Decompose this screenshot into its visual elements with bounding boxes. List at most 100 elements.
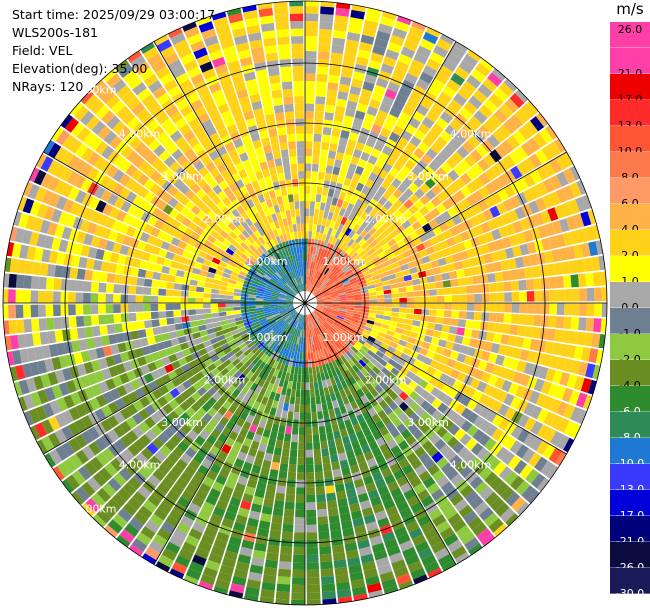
velocity-gate	[413, 129, 426, 141]
velocity-gate	[533, 239, 544, 253]
velocity-gate	[473, 415, 485, 428]
velocity-gate	[408, 182, 419, 194]
velocity-gate	[374, 37, 389, 49]
velocity-gate	[413, 314, 422, 321]
velocity-gate	[84, 94, 99, 110]
velocity-gate	[283, 364, 289, 373]
velocity-gate	[165, 105, 179, 118]
velocity-gate	[145, 520, 160, 534]
velocity-gate	[360, 314, 369, 320]
velocity-gate	[362, 81, 375, 92]
velocity-gate	[289, 310, 296, 316]
velocity-gate	[365, 575, 380, 586]
velocity-gate	[146, 336, 156, 345]
velocity-gate	[351, 391, 360, 401]
velocity-gate	[448, 138, 461, 151]
velocity-gate	[284, 274, 291, 282]
velocity-gate	[320, 225, 326, 234]
velocity-gate	[201, 335, 210, 343]
velocity-gate	[353, 243, 361, 252]
velocity-gate	[278, 219, 284, 228]
velocity-gate	[472, 176, 485, 190]
velocity-gate	[205, 75, 219, 87]
velocity-gate	[594, 303, 602, 317]
velocity-gate	[477, 360, 488, 371]
velocity-gate	[163, 155, 176, 168]
velocity-gate	[536, 408, 549, 423]
velocity-gate	[180, 52, 195, 66]
velocity-gate	[261, 234, 269, 243]
velocity-gate	[276, 385, 283, 395]
velocity-gate	[293, 412, 300, 420]
velocity-gate	[455, 525, 471, 539]
velocity-gate	[113, 294, 121, 303]
velocity-gate	[259, 343, 267, 351]
velocity-gate	[179, 401, 191, 412]
velocity-gate	[261, 505, 273, 515]
velocity-gate	[305, 374, 310, 383]
velocity-gate	[342, 527, 355, 537]
velocity-gate	[300, 284, 303, 292]
velocity-gate	[26, 347, 37, 362]
velocity-gate	[212, 481, 224, 493]
velocity-gate	[324, 234, 331, 243]
velocity-gate	[268, 537, 281, 547]
velocity-gate	[393, 332, 402, 339]
velocity-gate	[525, 468, 540, 484]
velocity-gate	[577, 228, 588, 243]
velocity-gate	[213, 274, 223, 281]
velocity-gate	[384, 363, 394, 372]
velocity-gate	[418, 547, 433, 560]
velocity-gate	[350, 9, 365, 20]
velocity-gate	[75, 292, 84, 303]
velocity-gate	[184, 265, 194, 273]
velocity-gate	[339, 512, 352, 523]
velocity-gate	[362, 120, 373, 131]
velocity-gate	[524, 326, 534, 338]
velocity-gate	[169, 508, 183, 522]
velocity-gate	[51, 237, 62, 251]
velocity-gate	[101, 227, 112, 239]
velocity-gate	[289, 263, 295, 271]
velocity-gate	[129, 216, 141, 228]
velocity-gate	[134, 347, 144, 358]
velocity-gate	[377, 485, 390, 496]
velocity-gate	[292, 270, 297, 278]
velocity-gate	[356, 388, 365, 398]
velocity-gate	[366, 7, 382, 16]
velocity-gate	[13, 211, 22, 227]
velocity-gate	[451, 310, 460, 319]
velocity-gate	[266, 317, 275, 323]
velocity-gate	[249, 288, 258, 293]
velocity-gate	[375, 263, 385, 271]
velocity-gate	[318, 282, 324, 290]
velocity-gate	[584, 226, 596, 242]
velocity-gate	[311, 411, 318, 420]
velocity-gate	[320, 440, 328, 450]
velocity-gate	[252, 262, 261, 270]
velocity-gate	[473, 89, 488, 104]
velocity-gate	[303, 276, 305, 284]
velocity-gate	[435, 167, 447, 179]
velocity-gate	[202, 68, 216, 80]
velocity-gate	[382, 338, 392, 346]
velocity-gate	[477, 158, 490, 172]
velocity-gate	[523, 229, 534, 243]
velocity-gate	[270, 299, 279, 302]
velocity-gates	[3, 1, 607, 605]
velocity-gate	[226, 8, 242, 17]
velocity-gate	[196, 16, 212, 26]
velocity-gate	[219, 243, 229, 252]
velocity-gate	[365, 339, 374, 346]
velocity-gate	[249, 407, 258, 417]
velocity-gate	[287, 293, 295, 298]
velocity-gate	[383, 200, 393, 210]
velocity-gate	[173, 178, 185, 190]
velocity-gate	[23, 304, 31, 318]
velocity-gate	[144, 165, 156, 178]
velocity-gate	[426, 366, 436, 376]
velocity-gate	[279, 293, 287, 297]
velocity-gate	[327, 370, 334, 379]
velocity-gate	[470, 442, 484, 456]
velocity-gate	[401, 428, 412, 440]
